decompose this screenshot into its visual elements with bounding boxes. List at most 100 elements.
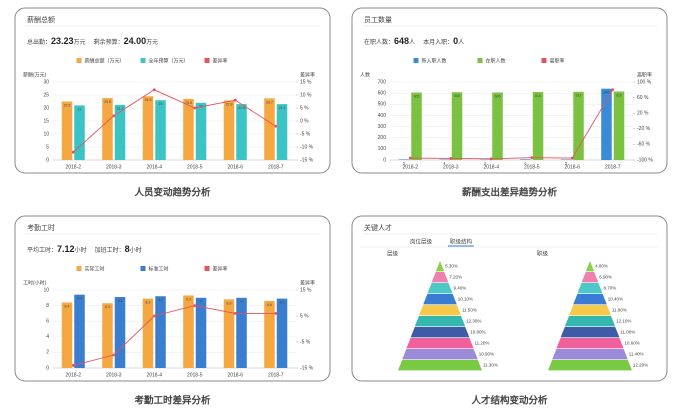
line-point (274, 312, 277, 315)
y-tick-label: 0 (46, 365, 49, 371)
x-tick-label: 2018-3 (106, 164, 122, 170)
bar (573, 92, 584, 160)
stat-unit: 人 (409, 39, 415, 46)
legend-label: 标准工时 (149, 265, 169, 272)
legend-label: 差异率 (213, 57, 228, 64)
bar-value-label: 8.9 (146, 301, 151, 305)
bar (115, 297, 126, 368)
y-tick-label: 10 (43, 131, 49, 137)
line-point (112, 354, 115, 357)
bar-value-label: 9.3 (186, 297, 191, 301)
pyramid-segment (561, 327, 620, 337)
legend-swatch (542, 58, 547, 63)
pyramid-segment (573, 294, 607, 304)
segment-label: 11.00% (620, 330, 635, 335)
line-point (112, 114, 115, 117)
bar (155, 100, 166, 160)
bar-value-label: 6 (525, 161, 527, 165)
stat-label: 总出勤： (27, 38, 51, 46)
y-tick-label: 8 (46, 303, 49, 309)
bar (601, 89, 612, 160)
y-tick-label: 30 (43, 79, 49, 85)
y-tick-label: 20 (43, 105, 49, 111)
legend-swatch (205, 266, 210, 271)
legend-label: 全年预算（万元） (149, 57, 189, 64)
line-point (153, 88, 156, 91)
bar (264, 98, 275, 160)
segment-label: 10.10% (458, 297, 473, 302)
bar (561, 159, 572, 160)
legend-label: 新入职人数 (422, 57, 447, 64)
bar (74, 295, 85, 368)
y2-tick-label: -15 % (300, 365, 314, 371)
legend-swatch (478, 58, 483, 63)
stat-label: 加班工时： (95, 246, 125, 254)
pyramid-segment (423, 294, 457, 304)
stat-value: 24.00 (124, 36, 147, 46)
bar (155, 296, 166, 368)
bar (196, 298, 207, 368)
segment-label: 10.80% (470, 330, 485, 335)
tab[interactable]: 岗位层级 (410, 237, 433, 245)
segment-label: 10.40% (608, 297, 623, 302)
y-axis-label: 人数 (360, 71, 370, 78)
bar (115, 105, 126, 160)
segment-label: 7.20% (449, 275, 462, 280)
segment-label: 12.20% (633, 363, 648, 368)
pyramid-segment (402, 349, 478, 359)
caption: 考勤工时差异分析 (134, 395, 211, 407)
segment-label: 11.20% (475, 341, 490, 346)
x-tick-label: 2018-6 (227, 372, 243, 378)
y2-tick-label: 60 % (637, 95, 649, 101)
y2-tick-label: -20 % (637, 126, 651, 132)
stat-label: 剩余预算： (94, 38, 124, 46)
bar-value-label: 22.5 (64, 103, 71, 107)
bar-value-label: 9 (241, 300, 243, 304)
segment-label: 10.90% (479, 352, 494, 357)
y-tick-label: 4 (46, 334, 49, 340)
bar (520, 159, 531, 160)
line-point (234, 312, 237, 315)
y-tick-label: 600 (378, 90, 387, 96)
tab[interactable]: 职级结构 (450, 237, 473, 245)
pyramid-segment (577, 283, 602, 293)
y2-tick-label: -15 % (300, 157, 314, 163)
pyramid-segment (406, 338, 473, 348)
bar (277, 299, 288, 368)
stat-unit: 小时 (75, 246, 87, 254)
line-point (449, 157, 452, 160)
legend-swatch (205, 58, 210, 63)
pyramid-title: 职级 (537, 249, 549, 257)
segment-label: 11.90% (612, 308, 627, 313)
x-tick-label: 2018-4 (146, 164, 162, 170)
bar-value-label: 9.2 (158, 298, 163, 302)
caption: 人员变动趋势分析 (134, 187, 211, 199)
bar-value-label: 8.4 (65, 304, 70, 308)
y-tick-label: 500 (378, 102, 387, 108)
bar-value-label: 615 (616, 93, 622, 97)
segment-label: 4.80% (595, 264, 608, 269)
bar-value-label: 8.6 (267, 303, 272, 307)
y-tick-label: 6 (46, 319, 49, 325)
line-point (409, 157, 412, 160)
segment-label: 8.70% (604, 286, 617, 291)
legend-label: 薪酬总额（万元） (85, 57, 125, 64)
stat-unit: 小时 (130, 246, 142, 254)
bar-value-label: 22.9 (226, 102, 233, 106)
legend-swatch (77, 58, 82, 63)
pyramid-segment (565, 316, 615, 326)
bar (62, 102, 73, 161)
bar (102, 303, 113, 368)
segment-label: 10.60% (625, 341, 640, 346)
bar (236, 104, 247, 160)
bar-value-label: 605 (414, 95, 420, 99)
stat-value: 7.12 (57, 244, 75, 254)
pyramid-segment (411, 327, 470, 337)
legend-label: 在职人数 (486, 57, 506, 64)
bar-value-label: 612 (576, 94, 582, 98)
bar-value-label: 23.7 (266, 100, 273, 104)
legend-swatch (414, 58, 419, 63)
bar (411, 93, 422, 160)
x-tick-label: 2018-7 (268, 372, 284, 378)
